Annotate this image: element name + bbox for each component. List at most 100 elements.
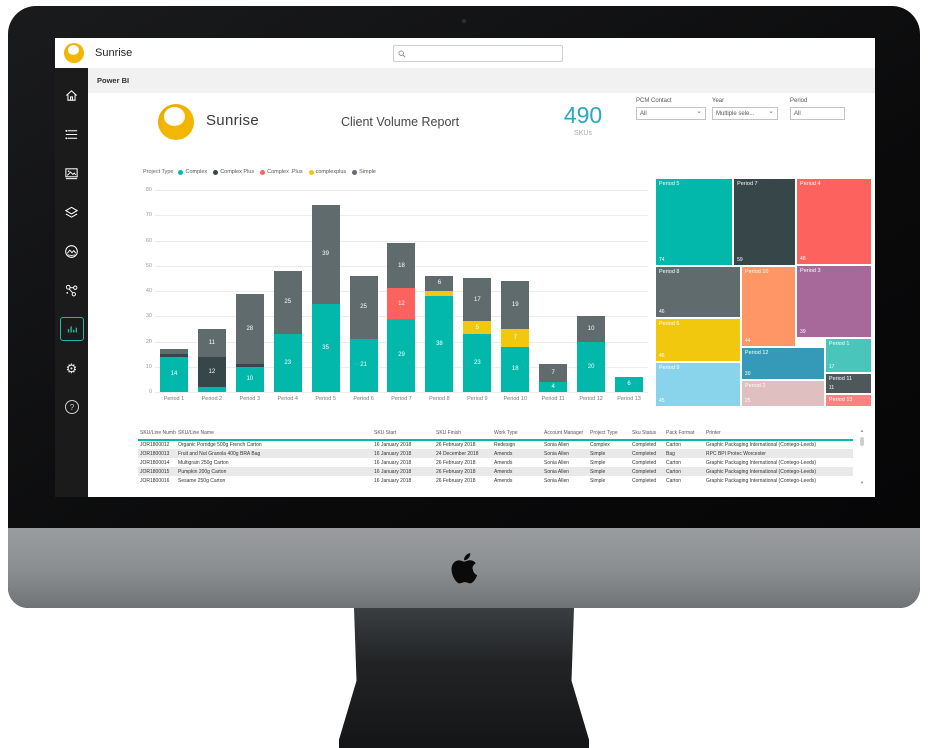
year-dropdown[interactable]: Multiple sele... ⌄ [712, 107, 778, 120]
bar-value-label: 4 [551, 383, 555, 390]
x-axis-category-label: Period 9 [467, 396, 488, 402]
scrollbar-thumb[interactable] [860, 437, 864, 446]
bar-segment[interactable]: 5 [463, 321, 492, 334]
bar-segment[interactable]: 10 [577, 316, 606, 342]
treemap-cell[interactable]: Period 8 46 [655, 265, 741, 318]
treemap-cell[interactable]: Period 5 74 [655, 178, 734, 266]
legend-item[interactable]: Complex [178, 169, 207, 175]
bar-segment[interactable] [159, 349, 188, 355]
table-row[interactable]: JOR1800015 Pumpkin 200g Carton 16 January … [138, 467, 853, 476]
table-cell: 26 February 2018 [436, 459, 476, 466]
treemap-cell[interactable]: Period 7 59 [733, 178, 797, 266]
bar-segment[interactable]: 7 [539, 364, 568, 382]
bar-segment[interactable]: 12 [197, 356, 226, 387]
bar-segment[interactable]: 18 [387, 243, 416, 289]
pcm-contact-dropdown[interactable]: All ⌄ [636, 107, 706, 120]
table-row[interactable]: JOR1800012 Organic Porridge 500g French C… [138, 440, 853, 449]
bar-segment[interactable]: 38 [425, 296, 454, 392]
treemap-cell[interactable]: Period 10 44 [740, 265, 797, 347]
bar-segment[interactable]: 25 [349, 275, 378, 339]
period-dropdown[interactable]: All [790, 107, 845, 120]
sidebar-item-layers[interactable] [60, 200, 84, 224]
table-cell: Complex [590, 442, 610, 448]
scroll-up-icon[interactable]: ▲ [860, 428, 864, 433]
bar-value-label: 20 [587, 363, 595, 370]
sidebar-item-home[interactable] [60, 83, 84, 107]
bar-segment[interactable] [235, 364, 264, 367]
table-scrollbar[interactable]: ▲ ▼ [858, 428, 866, 485]
treemap-cell[interactable]: Period 6 46 [655, 317, 741, 362]
bar-segment[interactable]: 23 [273, 333, 302, 392]
table-cell: Organic Porridge 500g French Carton [178, 442, 262, 448]
table-cell: Sonia Allen [542, 449, 588, 458]
table-row[interactable]: JOR1800016 Sesame 250g Carton 16 January 2… [138, 476, 853, 485]
treemap-cell[interactable]: Period 3 39 [796, 265, 872, 339]
bar-segment[interactable]: 12 [387, 288, 416, 319]
sidebar-item-help[interactable]: ? [60, 395, 84, 419]
legend-item-label: Simple [359, 169, 376, 175]
treemap-cell[interactable]: Period 2 25 [740, 379, 825, 407]
filter-list-icon [64, 127, 79, 142]
bar-segment[interactable]: 11 [197, 328, 226, 357]
bar-segment[interactable]: 39 [311, 205, 340, 304]
sidebar-item-reports[interactable] [59, 317, 84, 341]
treemap-cell[interactable]: Period 13 [824, 394, 872, 407]
treemap-cell[interactable]: Period 12 30 [740, 347, 825, 380]
table-row[interactable]: JOR1800014 Multigrain 250g Carton 16 Janua… [138, 458, 853, 467]
treemap-cell[interactable]: Period 4 48 [796, 178, 872, 266]
bar-segment[interactable] [197, 386, 226, 392]
x-axis-category-label: Period 5 [315, 396, 336, 402]
bar-segment[interactable] [159, 354, 188, 357]
bar-column: 38 6 [425, 190, 454, 392]
bar-segment[interactable]: 35 [311, 303, 340, 392]
bar-segment[interactable]: 20 [577, 341, 606, 392]
sidebar-item-filters[interactable] [60, 122, 84, 146]
bar-value-label: 18 [511, 366, 519, 373]
bar-segment[interactable]: 28 [235, 293, 264, 365]
search-box[interactable] [393, 45, 563, 62]
table-cell: 16 January 2018 [374, 459, 412, 466]
bar-segment[interactable]: 17 [463, 278, 492, 322]
table-cell: 26 February 2018 [436, 477, 476, 484]
bar-value-label: 6 [627, 381, 631, 388]
scroll-down-icon[interactable]: ▼ [860, 480, 864, 485]
search-input[interactable] [409, 50, 562, 57]
help-icon: ? [64, 399, 80, 415]
bar-segment[interactable]: 29 [387, 318, 416, 392]
sidebar-item-settings[interactable]: ⚙ [60, 356, 84, 380]
table-cell: Amends [494, 477, 513, 484]
bar-column: 12 11 [197, 190, 226, 392]
treemap-cell[interactable]: Period 9 45 [655, 361, 741, 407]
table-cell: Sonia Allen [544, 459, 570, 466]
treemap-cell[interactable]: Period 11 11 [824, 373, 872, 395]
bar-segment[interactable]: 6 [615, 376, 644, 392]
table-column-header: Printer [704, 428, 853, 441]
bar-segment[interactable]: 10 [235, 366, 264, 392]
table-cell: Multigrain 250g Carton [178, 459, 229, 466]
sidebar-item-landscape[interactable] [60, 239, 84, 263]
bar-value-label: 12 [398, 300, 405, 307]
bar-segment[interactable] [425, 291, 454, 297]
bar-segment[interactable]: 14 [159, 356, 188, 392]
treemap-cell[interactable]: Period 1 17 [824, 338, 872, 374]
sidebar-item-share[interactable] [60, 278, 84, 302]
bar-segment[interactable]: 19 [501, 280, 530, 329]
table-cell: Sonia Allen [542, 467, 588, 476]
legend-item[interactable]: Complex .Plus [260, 169, 303, 175]
treemap-cell-value: 46 [659, 308, 665, 315]
legend-item[interactable]: Complex Plus [213, 169, 254, 175]
bar-segment[interactable]: 18 [501, 346, 530, 392]
bar-segment[interactable]: 4 [539, 381, 568, 392]
sidebar-item-images[interactable] [60, 161, 84, 185]
app-brand: Sunrise [95, 47, 133, 59]
bar-segment[interactable]: 7 [501, 328, 530, 347]
table-row[interactable]: JOR1800013 Fruit and Nut Granola 400g BRA… [138, 449, 853, 458]
bar-segment[interactable]: 23 [463, 333, 492, 392]
legend-item[interactable]: Simple [352, 169, 376, 175]
bar-segment[interactable]: 6 [425, 275, 454, 292]
x-axis-category-label: Period 8 [429, 396, 450, 402]
table-cell: Amends [492, 467, 542, 476]
bar-segment[interactable]: 21 [349, 338, 378, 392]
bar-segment[interactable]: 25 [273, 270, 302, 334]
legend-item[interactable]: complexplus [308, 169, 346, 175]
